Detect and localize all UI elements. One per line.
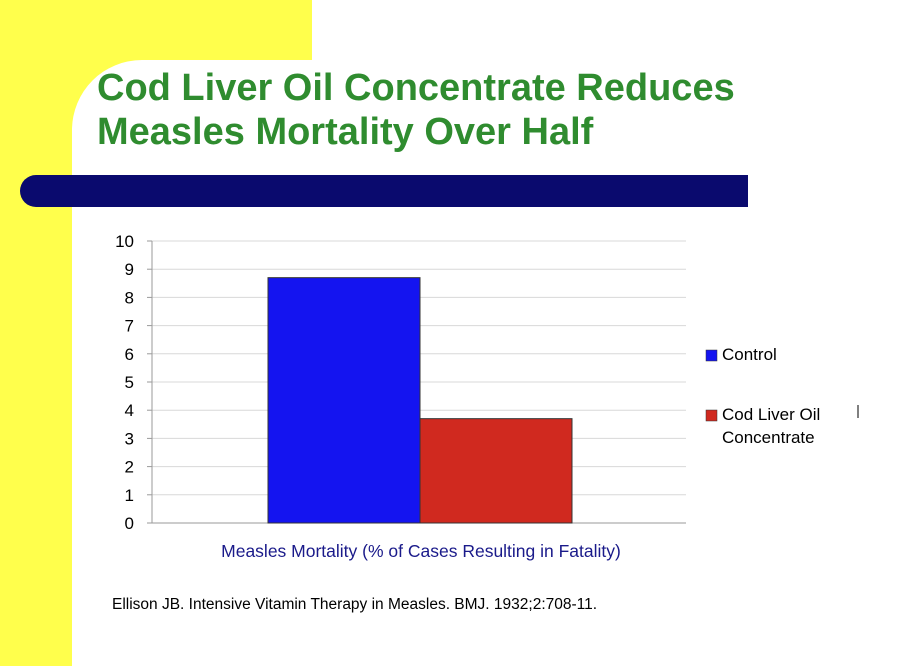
legend-label: Cod Liver Oil Concentrate <box>722 405 820 447</box>
title-underline-bar <box>20 175 748 207</box>
y-tick-label: 10 <box>115 232 134 251</box>
y-tick-label: 9 <box>125 260 134 279</box>
bar-control <box>267 277 421 524</box>
legend-label: Control <box>722 345 777 364</box>
y-tick-label: 2 <box>125 458 134 477</box>
y-tick-label: 4 <box>125 401 134 420</box>
y-tick-label: 7 <box>125 317 134 336</box>
side-band <box>0 0 72 666</box>
legend: Control Cod Liver Oil Concentrate <box>705 345 859 447</box>
legend-swatch <box>705 349 718 362</box>
y-axis-ticks: 0 1 2 3 4 5 6 7 8 9 10 <box>115 232 153 533</box>
legend-label-line: Control <box>722 345 777 364</box>
y-tick-label: 0 <box>125 514 134 533</box>
y-tick-label: 3 <box>125 429 134 448</box>
y-tick-label: 6 <box>125 345 134 364</box>
y-tick-label: 8 <box>125 288 134 307</box>
y-tick-label: 1 <box>125 486 134 505</box>
legend-swatch <box>705 409 718 422</box>
title-line-1: Cod Liver Oil Concentrate Reduces <box>97 67 735 109</box>
title-line-2: Measles Mortality Over Half <box>97 111 594 153</box>
top-band <box>0 0 312 60</box>
bar-cod-liver-oil <box>419 418 573 524</box>
legend-label-line: Cod Liver Oil <box>722 405 820 424</box>
y-tick-label: 5 <box>125 373 134 392</box>
bars <box>267 277 573 524</box>
legend-label-line: Concentrate <box>722 428 815 447</box>
citation-text: Ellison JB. Intensive Vitamin Therapy in… <box>112 596 598 613</box>
slide-title: Cod Liver Oil Concentrate Reduces Measle… <box>97 66 887 154</box>
x-axis-label: Measles Mortality (% of Cases Resulting … <box>221 541 621 561</box>
